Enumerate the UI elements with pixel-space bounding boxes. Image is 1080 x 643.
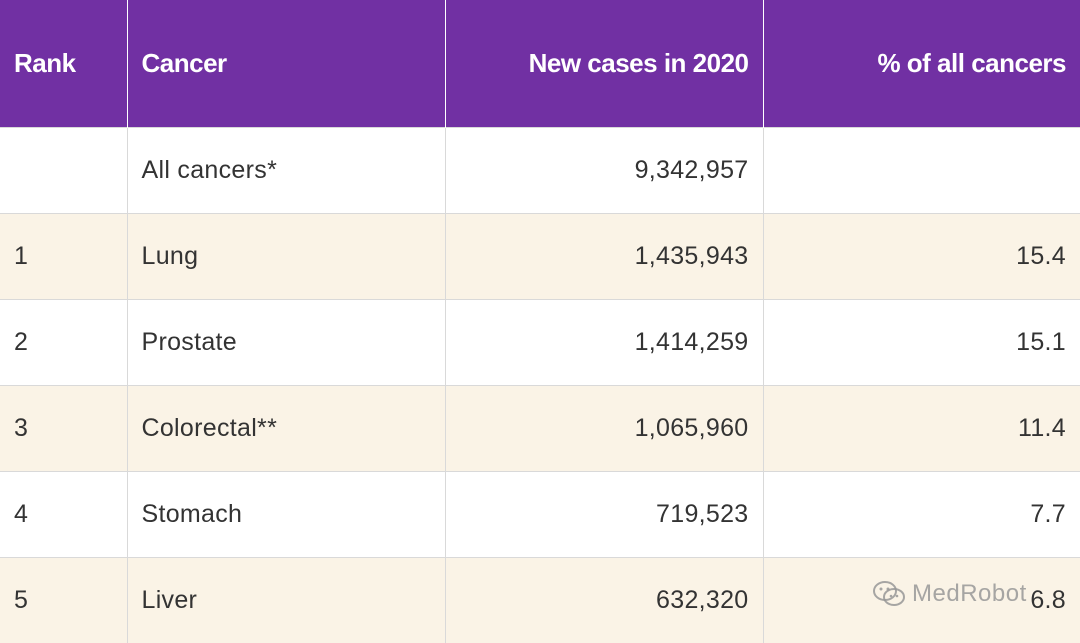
- cell-cancer: Liver: [127, 558, 445, 643]
- cell-rank: 1: [0, 214, 127, 300]
- table-header-row: Rank Cancer New cases in 2020 % of all c…: [0, 0, 1080, 128]
- table-row: All cancers* 9,342,957: [0, 128, 1080, 214]
- table-row: 4 Stomach 719,523 7.7: [0, 472, 1080, 558]
- cell-percent: 15.1: [763, 300, 1080, 386]
- cell-cases: 632,320: [445, 558, 763, 643]
- cell-rank: 2: [0, 300, 127, 386]
- cell-cancer: Lung: [127, 214, 445, 300]
- cell-cancer: All cancers*: [127, 128, 445, 214]
- cell-percent: 7.7: [763, 472, 1080, 558]
- table-row: 5 Liver 632,320 6.8: [0, 558, 1080, 643]
- cell-cases: 719,523: [445, 472, 763, 558]
- cell-rank: 5: [0, 558, 127, 643]
- header-rank: Rank: [0, 0, 127, 128]
- header-percent: % of all cancers: [763, 0, 1080, 128]
- cell-cancer: Stomach: [127, 472, 445, 558]
- cell-percent: 15.4: [763, 214, 1080, 300]
- cell-rank: 4: [0, 472, 127, 558]
- cell-rank: 3: [0, 386, 127, 472]
- cell-cancer: Colorectal**: [127, 386, 445, 472]
- header-new-cases: New cases in 2020: [445, 0, 763, 128]
- cell-cases: 1,435,943: [445, 214, 763, 300]
- cell-cases: 1,414,259: [445, 300, 763, 386]
- cell-rank: [0, 128, 127, 214]
- cell-cancer: Prostate: [127, 300, 445, 386]
- table-row: 3 Colorectal** 1,065,960 11.4: [0, 386, 1080, 472]
- table-row: 2 Prostate 1,414,259 15.1: [0, 300, 1080, 386]
- cell-percent: 11.4: [763, 386, 1080, 472]
- header-cancer: Cancer: [127, 0, 445, 128]
- table-row: 1 Lung 1,435,943 15.4: [0, 214, 1080, 300]
- cell-percent: 6.8: [763, 558, 1080, 643]
- cell-cases: 9,342,957: [445, 128, 763, 214]
- cell-percent: [763, 128, 1080, 214]
- cell-cases: 1,065,960: [445, 386, 763, 472]
